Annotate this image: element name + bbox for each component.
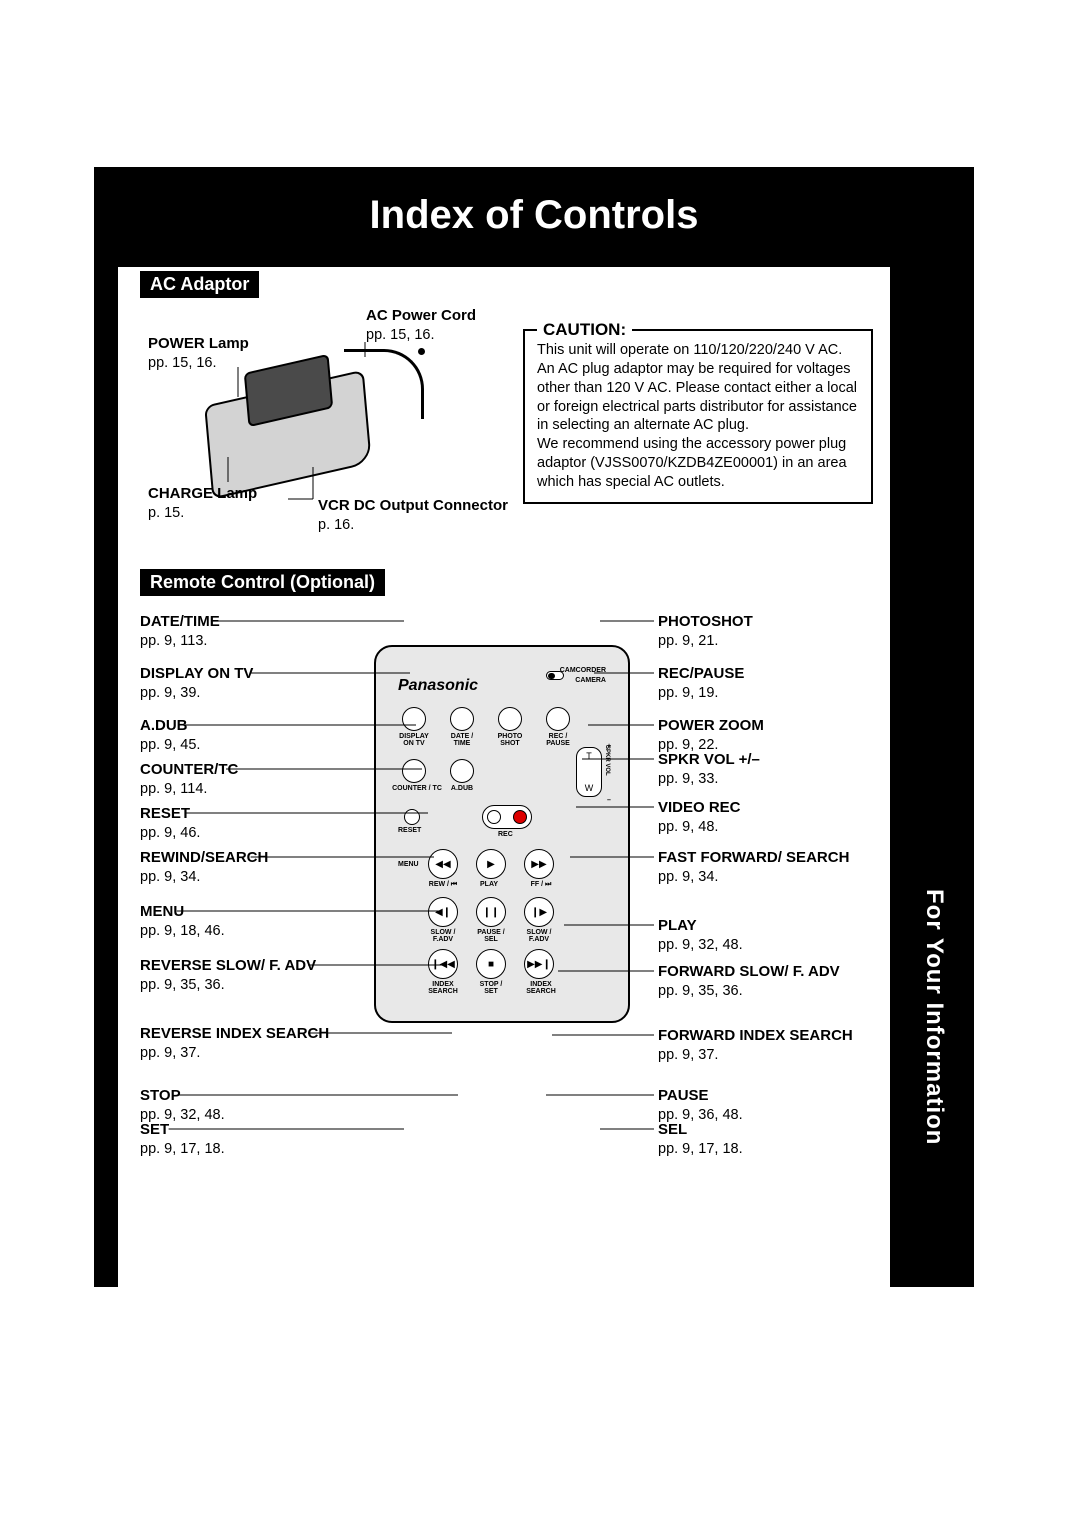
right-label-4: VIDEO RECpp. 9, 48. (658, 799, 741, 836)
btn-slowl: ◀❙ (428, 897, 458, 927)
right-label-1: REC/PAUSEpp. 9, 19. (658, 665, 744, 702)
label-title: AC Power Cord (366, 307, 476, 324)
btn-rec (482, 805, 532, 829)
lbl-rec: REC (498, 831, 513, 838)
switch-camcorder: CAMCORDER (560, 667, 606, 674)
lbl-photo: PHOTO SHOT (492, 733, 528, 747)
remote-control-diagram: Panasonic CAMCORDER CAMERA DISPLAY ON TV… (374, 645, 630, 1023)
caution-box: CAUTION: This unit will operate on 110/1… (523, 329, 873, 504)
lbl-ff: FF / ⏭ (526, 881, 556, 888)
page-number: 119 (94, 1254, 974, 1291)
btn-display (402, 707, 426, 731)
lbl-menu: MENU (398, 861, 419, 868)
minus: – (607, 797, 611, 804)
label-title: CHARGE Lamp (148, 485, 257, 502)
lbl-recpause: REC / PAUSE (540, 733, 576, 747)
btn-reset (404, 809, 420, 825)
lbl-reset: RESET (398, 827, 421, 834)
callout-vcr-dc: VCR DC Output Connector p. 16. (318, 497, 508, 534)
btn-idxr: ▶▶❙ (524, 949, 554, 979)
right-label-0: PHOTOSHOTpp. 9, 21. (658, 613, 753, 650)
plus: + (607, 743, 611, 750)
callout-power-lamp: POWER Lamp pp. 15, 16. (148, 335, 249, 372)
label-pages: p. 16. (318, 517, 354, 533)
left-label-6: MENUpp. 9, 18, 46. (140, 903, 225, 940)
lbl-stop: STOP / SET (474, 981, 508, 995)
mode-switch (546, 671, 564, 680)
btn-pause: ❙❙ (476, 897, 506, 927)
lbl-slowr: SLOW / F.ADV (522, 929, 556, 943)
left-label-0: DATE/TIMEpp. 9, 113. (140, 613, 220, 650)
left-label-2: A.DUBpp. 9, 45. (140, 717, 200, 754)
caution-body: This unit will operate on 110/120/220/24… (537, 342, 857, 490)
label-title: POWER Lamp (148, 335, 249, 352)
right-label-9: PAUSEpp. 9, 36, 48. (658, 1087, 743, 1124)
btn-date (450, 707, 474, 731)
left-label-4: RESETpp. 9, 46. (140, 805, 200, 842)
right-label-3: SPKR VOL +/–pp. 9, 33. (658, 751, 760, 788)
label-title: VCR DC Output Connector (318, 497, 508, 514)
left-label-5: REWIND/SEARCHpp. 9, 34. (140, 849, 268, 886)
lbl-pause: PAUSE / SEL (474, 929, 508, 943)
page-title: Index of Controls (94, 193, 974, 238)
zoom-w: W (585, 783, 594, 793)
left-label-8: REVERSE INDEX SEARCHpp. 9, 37. (140, 1025, 329, 1062)
callout-ac-power-cord: AC Power Cord pp. 15, 16. (366, 307, 476, 344)
left-label-10: SETpp. 9, 17, 18. (140, 1121, 225, 1158)
lbl-idxl: INDEX SEARCH (424, 981, 462, 995)
btn-adub (450, 759, 474, 783)
label-pages: pp. 15, 16. (148, 355, 217, 371)
right-label-10: SELpp. 9, 17, 18. (658, 1121, 743, 1158)
btn-stop: ■ (476, 949, 506, 979)
section-ac-adaptor: AC Adaptor (140, 271, 259, 298)
right-label-5: FAST FORWARD/ SEARCHpp. 9, 34. (658, 849, 849, 886)
callout-charge-lamp: CHARGE Lamp p. 15. (148, 485, 257, 522)
btn-recpause (546, 707, 570, 731)
right-label-7: FORWARD SLOW/ F. ADVpp. 9, 35, 36. (658, 963, 840, 1000)
content-area: AC Adaptor Remote Control (Optional) AC … (118, 267, 890, 1287)
btn-ff: ▶▶ (524, 849, 554, 879)
label-pages: p. 15. (148, 505, 184, 521)
switch-camera: CAMERA (575, 677, 606, 684)
lbl-counter: COUNTER / TC (392, 785, 442, 792)
left-label-9: STOPpp. 9, 32, 48. (140, 1087, 225, 1124)
left-label-3: COUNTER/TCpp. 9, 114. (140, 761, 238, 798)
right-label-2: POWER ZOOMpp. 9, 22. (658, 717, 764, 754)
right-label-6: PLAYpp. 9, 32, 48. (658, 917, 743, 954)
zoom-t: T (586, 751, 592, 761)
btn-photo (498, 707, 522, 731)
section-remote: Remote Control (Optional) (140, 569, 385, 596)
side-tab: For Your Information (894, 847, 974, 1187)
lbl-slowl: SLOW / F.ADV (426, 929, 460, 943)
btn-zoom: T W (576, 747, 602, 797)
btn-rew: ◀◀ (428, 849, 458, 879)
right-label-8: FORWARD INDEX SEARCHpp. 9, 37. (658, 1027, 853, 1064)
btn-slowr: ❙▶ (524, 897, 554, 927)
remote-brand: Panasonic (398, 677, 478, 695)
label-pages: pp. 15, 16. (366, 327, 435, 343)
page-frame: Index of Controls AC Adaptor Remote Cont… (94, 167, 974, 1287)
btn-play: ▶ (476, 849, 506, 879)
lbl-adub: A.DUB (444, 785, 480, 792)
lbl-play: PLAY (480, 881, 498, 888)
lbl-display: DISPLAY ON TV (396, 733, 432, 747)
btn-idxl: ❙◀◀ (428, 949, 458, 979)
left-label-1: DISPLAY ON TVpp. 9, 39. (140, 665, 253, 702)
lbl-idxr: INDEX SEARCH (522, 981, 560, 995)
btn-counter (402, 759, 426, 783)
left-label-7: REVERSE SLOW/ F. ADVpp. 9, 35, 36. (140, 957, 316, 994)
caution-title: CAUTION: (537, 319, 632, 341)
lbl-rew: REW / ⏮ (428, 881, 458, 888)
lbl-date: DATE / TIME (444, 733, 480, 747)
